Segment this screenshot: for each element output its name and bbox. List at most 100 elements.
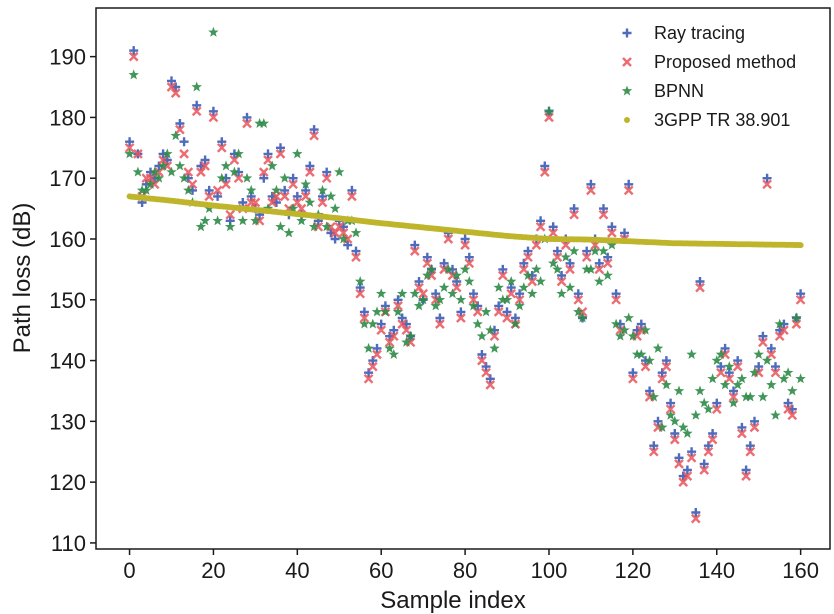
- point-proposed-method: [472, 307, 483, 317]
- point-proposed-method: [648, 446, 659, 457]
- point-ray-tracing: [469, 289, 478, 299]
- point-ray-tracing: [213, 191, 223, 201]
- point-proposed-method: [741, 471, 751, 481]
- point-proposed-method: [351, 252, 361, 263]
- point-proposed-method: [250, 197, 261, 208]
- y-tick-label: 110: [51, 531, 86, 556]
- point-ray-tracing: [506, 283, 516, 293]
- point-bpnn: [552, 263, 563, 274]
- x-tick-label: 60: [369, 558, 393, 583]
- point-bpnn: [359, 318, 370, 329]
- point-proposed-method: [460, 240, 470, 250]
- point-proposed-method: [581, 252, 592, 263]
- point-bpnn: [757, 391, 769, 402]
- y-tick-label: 180: [49, 105, 86, 130]
- point-proposed-method: [502, 313, 512, 323]
- point-ray-tracing: [129, 46, 139, 56]
- point-bpnn: [438, 282, 450, 293]
- point-proposed-method: [795, 294, 806, 305]
- point-ray-tracing: [557, 271, 567, 280]
- point-proposed-method: [732, 361, 743, 372]
- point-ray-tracing: [292, 191, 302, 201]
- point-bpnn: [665, 409, 676, 420]
- point-ray-tracing: [422, 252, 432, 262]
- point-bpnn: [627, 330, 639, 341]
- point-proposed-method: [497, 270, 508, 281]
- point-bpnn: [682, 428, 693, 438]
- point-bpnn: [703, 403, 714, 414]
- point-ray-tracing: [200, 155, 210, 165]
- point-proposed-method: [300, 191, 311, 202]
- point-proposed-method: [363, 373, 374, 384]
- point-proposed-method: [216, 142, 227, 153]
- point-proposed-method: [783, 404, 793, 415]
- point-ray-tracing: [758, 331, 768, 341]
- point-proposed-method: [309, 130, 319, 141]
- point-bpnn: [698, 397, 710, 408]
- point-bpnn: [480, 306, 492, 317]
- point-ray-tracing: [431, 289, 441, 299]
- point-proposed-method: [179, 149, 189, 159]
- point-ray-tracing: [175, 119, 185, 128]
- point-bpnn: [749, 367, 760, 378]
- point-bpnn: [430, 300, 441, 311]
- point-ray-tracing: [502, 307, 512, 317]
- point-bpnn: [229, 166, 240, 177]
- point-proposed-method: [623, 185, 634, 196]
- point-ray-tracing: [494, 301, 504, 311]
- point-proposed-method: [258, 167, 269, 177]
- point-proposed-method: [724, 373, 735, 384]
- point-proposed-method: [489, 331, 500, 342]
- point-ray-tracing: [167, 76, 176, 86]
- point-proposed-method: [359, 313, 370, 323]
- point-bpnn: [606, 239, 618, 250]
- point-proposed-method: [485, 380, 496, 390]
- point-ray-tracing: [397, 313, 407, 323]
- plot-points: [124, 26, 806, 524]
- point-bpnn: [715, 349, 727, 359]
- point-ray-tracing: [276, 143, 285, 153]
- legend-label: Ray tracing: [654, 23, 745, 43]
- point-ray-tracing: [737, 422, 747, 432]
- point-proposed-method: [573, 294, 584, 305]
- point-proposed-method: [686, 452, 697, 463]
- point-bpnn: [631, 349, 643, 359]
- point-proposed-method: [393, 301, 403, 311]
- point-proposed-method: [288, 179, 298, 190]
- point-proposed-method: [598, 209, 609, 220]
- point-ray-tracing: [649, 441, 659, 451]
- point-ray-tracing: [573, 289, 583, 299]
- point-ray-tracing: [217, 137, 227, 147]
- point-proposed-method: [586, 185, 596, 196]
- point-bpnn: [279, 172, 290, 183]
- point-proposed-method: [267, 197, 278, 208]
- y-axis-title: Path loss (dB): [9, 203, 36, 354]
- point-bpnn: [719, 379, 731, 390]
- point-bpnn: [447, 288, 458, 299]
- point-bpnn: [405, 330, 416, 341]
- point-proposed-method: [384, 337, 395, 348]
- point-bpnn: [375, 288, 387, 299]
- point-ray-tracing: [498, 264, 508, 274]
- point-ray-tracing: [599, 204, 608, 214]
- point-bpnn: [422, 270, 433, 280]
- point-ray-tracing: [733, 356, 743, 366]
- point-ray-tracing: [611, 289, 621, 299]
- point-bpnn: [413, 300, 425, 311]
- point-proposed-method: [493, 307, 504, 317]
- point-bpnn: [455, 294, 467, 305]
- point-proposed-method: [317, 197, 328, 208]
- point-bpnn: [770, 409, 781, 420]
- point-bpnn: [636, 349, 647, 359]
- point-proposed-method: [703, 446, 714, 457]
- point-bpnn: [443, 263, 454, 274]
- point-ray-tracing: [695, 277, 705, 286]
- point-ray-tracing: [192, 100, 202, 110]
- point-bpnn: [174, 160, 186, 171]
- point-bpnn: [224, 221, 236, 232]
- point-proposed-method: [409, 246, 420, 256]
- point-bpnn: [535, 276, 546, 286]
- point-proposed-method: [506, 288, 517, 299]
- point-bpnn: [669, 415, 681, 426]
